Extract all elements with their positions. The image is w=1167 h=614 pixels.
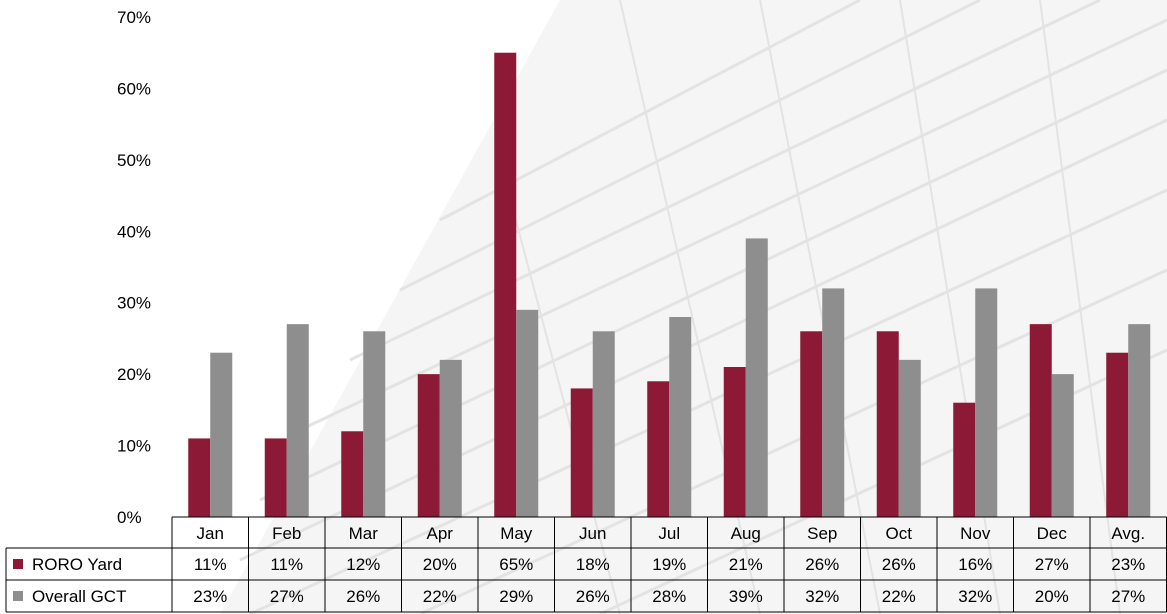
data-label: 29% [499,587,533,606]
y-tick-label: 60% [117,79,151,98]
data-label: 21% [729,555,763,574]
data-label: 65% [499,555,533,574]
category-label: May [500,524,533,543]
data-label: 27% [270,587,304,606]
y-tick-label: 0% [117,508,142,527]
data-label: 16% [958,555,992,574]
y-tick-label: 50% [117,151,151,170]
data-label: 20% [423,555,457,574]
bar-overall-gct [898,359,921,517]
bar-roro-yard [1106,352,1129,517]
data-label: 27% [1035,555,1069,574]
legend-label: RORO Yard [32,555,122,574]
category-label: Aug [731,524,761,543]
bar-overall-gct [745,238,768,517]
bar-roro-yard [188,438,211,517]
legend-swatch [13,591,23,601]
bar-roro-yard [264,438,287,517]
data-label: 32% [958,587,992,606]
data-label: 12% [346,555,380,574]
y-tick-label: 10% [117,437,151,456]
data-label: 19% [652,555,686,574]
y-tick-label: 70% [117,8,151,27]
data-label: 22% [423,587,457,606]
bar-roro-yard [417,374,440,517]
category-label: Oct [886,524,913,543]
y-tick-label: 30% [117,294,151,313]
category-label: Jan [197,524,224,543]
bar-roro-yard [1029,324,1052,517]
data-label: 26% [346,587,380,606]
bar-roro-yard [800,331,823,517]
bar-roro-yard [723,367,746,517]
category-label: Avg. [1111,524,1145,543]
data-label: 22% [882,587,916,606]
legend-label: Overall GCT [32,587,126,606]
bar-roro-yard [876,331,899,517]
bar-overall-gct [286,324,309,517]
bar-overall-gct [210,352,233,517]
data-label: 11% [270,555,303,574]
data-label: 26% [882,555,916,574]
category-label: Mar [349,524,379,543]
data-label: 23% [1111,555,1145,574]
data-label: 20% [1035,587,1069,606]
data-label: 39% [729,587,763,606]
data-label: 26% [805,555,839,574]
bar-roro-yard [570,388,593,517]
data-label: 32% [805,587,839,606]
bar-roro-yard [953,402,976,517]
data-label: 27% [1111,587,1145,606]
data-label: 18% [576,555,610,574]
category-label: Jun [579,524,606,543]
y-tick-label: 40% [117,222,151,241]
bar-roro-yard [494,52,517,517]
bar-overall-gct [1128,324,1151,517]
data-label: 28% [652,587,686,606]
data-label: 26% [576,587,610,606]
data-label: 11% [194,555,227,574]
y-axis: 0% 10% 20% 30% 40% 50% 60% 70% [117,8,151,527]
category-label: Jul [658,524,680,543]
category-label: Apr [427,524,454,543]
bar-roro-yard [647,381,670,517]
legend-swatch [13,559,23,569]
category-label: Dec [1037,524,1068,543]
bar-overall-gct [439,359,462,517]
bars [188,52,1151,517]
bar-overall-gct [975,288,998,517]
data-table: Jan Feb Mar Apr May Jun Jul Aug Sep Oct Nov Dec Avg.… [5,516,1167,613]
category-label: Nov [960,524,991,543]
bar-roro-yard [341,431,364,517]
y-tick-label: 20% [117,365,151,384]
bar-overall-gct [592,331,615,517]
category-label: Feb [272,524,301,543]
bar-overall-gct [669,317,692,517]
data-label: 23% [193,587,227,606]
bar-overall-gct [822,288,845,517]
bar-overall-gct [516,309,539,517]
category-label: Sep [807,524,837,543]
bar-overall-gct [363,331,386,517]
bar-overall-gct [1051,374,1074,517]
